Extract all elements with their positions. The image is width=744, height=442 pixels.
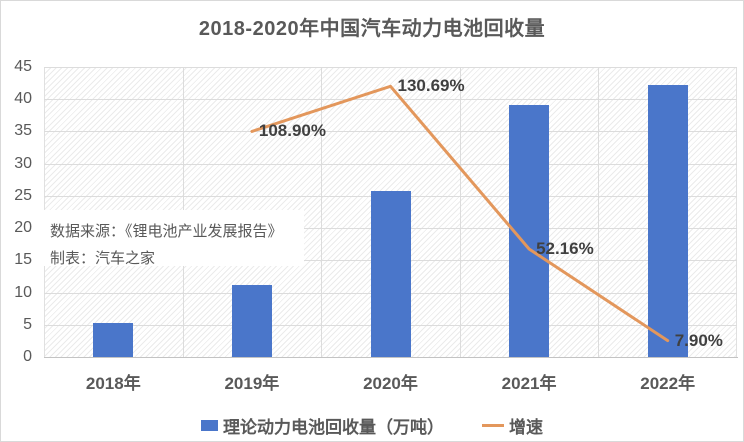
- gridline-vertical: [459, 67, 461, 357]
- bar-2020: [370, 191, 411, 357]
- gridline-horizontal: [44, 163, 737, 165]
- bar-2018: [93, 322, 134, 357]
- y-axis-tick: 15: [14, 251, 32, 269]
- chart-title: 2018-2020年中国汽车动力电池回收量: [198, 18, 546, 40]
- gridline-vertical: [598, 67, 600, 357]
- bar-2021: [509, 105, 550, 357]
- y-axis-tick: 5: [23, 315, 32, 333]
- legend-item-line: 增速: [482, 413, 543, 438]
- legend-item-bar: 理论动力电池回收量（万吨）: [201, 413, 444, 438]
- growth-label-2020: 130.69%: [397, 76, 465, 96]
- source-line: 制表：汽车之家: [50, 250, 156, 267]
- y-axis-tick: 20: [14, 219, 32, 237]
- y-axis-tick: 45: [14, 58, 32, 75]
- y-axis-tick: 35: [14, 122, 32, 140]
- y-axis-tick: 40: [14, 90, 32, 108]
- growth-line: [250, 84, 670, 343]
- x-axis-label: 2018年: [85, 374, 141, 393]
- legend: 理论动力电池回收量（万吨） 增速: [1, 413, 743, 437]
- growth-label-2021: 52.16%: [536, 238, 594, 258]
- legend-bar-swatch-icon: [201, 419, 218, 431]
- legend-bar-label: 理论动力电池回收量（万吨）: [223, 417, 444, 437]
- growth-label-2022: 7.90%: [674, 330, 723, 350]
- y-axis-tick: 0: [23, 348, 32, 365]
- gridline-horizontal: [44, 131, 737, 133]
- x-axis-label: 2020年: [363, 374, 418, 393]
- y-axis-tick: 25: [14, 186, 32, 204]
- x-axis-label: 2021年: [501, 374, 557, 393]
- bar-2019: [231, 285, 272, 357]
- x-axis-line: [44, 357, 738, 358]
- gridline-horizontal: [44, 67, 737, 68]
- x-axis-label: 2022年: [640, 374, 696, 393]
- source-note: 数据来源：《锂电池产业发展报告》 制表：汽车之家: [42, 210, 304, 267]
- gridline-vertical: [321, 67, 323, 357]
- growth-label-2019: 108.90%: [258, 121, 327, 141]
- x-axis-label: 2019年: [224, 374, 280, 393]
- y-axis-tick: 30: [14, 154, 32, 172]
- source-line: 数据来源：《锂电池产业发展报告》: [50, 223, 283, 240]
- growth-line-path: [250, 84, 670, 343]
- gridline-horizontal: [44, 99, 737, 101]
- legend-line-label: 增速: [509, 417, 543, 437]
- y-axis-tick: 10: [14, 283, 32, 301]
- legend-line-swatch-icon: [482, 423, 504, 427]
- bar-2022: [647, 85, 688, 357]
